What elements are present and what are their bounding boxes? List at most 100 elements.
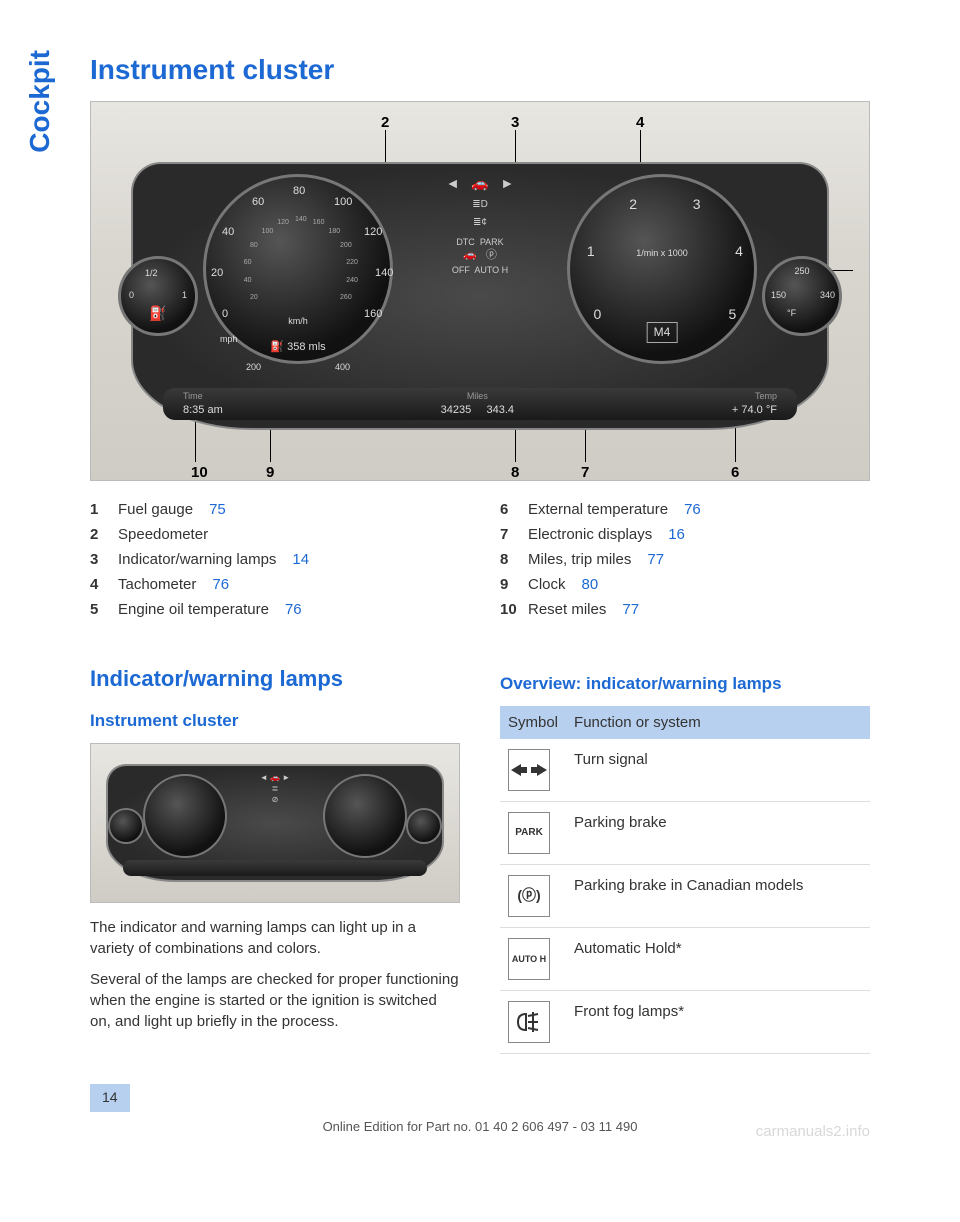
speedo-inner-tick: 100 (262, 227, 274, 237)
legend-item: 10Reset miles77 (500, 599, 870, 620)
range-200: 200 (246, 361, 261, 374)
legend-item: 3Indicator/warning lamps14 (90, 549, 460, 570)
callout-8: 8 (511, 462, 519, 481)
time-label: Time (183, 390, 223, 403)
symbol-icon: (ⓟ) (508, 875, 550, 917)
legend-num: 3 (90, 549, 108, 570)
speedo-tick: 20 (211, 266, 223, 281)
fuel-icon: ⛽ (149, 304, 166, 324)
speedo-tick: 100 (334, 195, 352, 210)
fuel-range-val: 358 (287, 341, 305, 353)
page-ref[interactable]: 76 (285, 599, 302, 620)
page-number: 14 (90, 1084, 130, 1112)
legend-item: 1Fuel gauge75 (90, 499, 460, 520)
tacho-tick: 5 (729, 305, 737, 325)
fuel-0: 0 (129, 289, 134, 302)
function-cell: Parking brake in Canadian models (566, 864, 870, 927)
info-bar: Time 8:35 am Miles 34235 343.4 Temp + 74… (163, 388, 797, 420)
th-function: Function or system (566, 706, 870, 739)
temp-label: Temp (732, 390, 777, 403)
symbol-icon (508, 749, 550, 791)
legend-item: 2Speedometer (90, 524, 460, 545)
time-value: 8:35 am (183, 403, 223, 418)
page-ref[interactable]: 80 (582, 574, 599, 595)
miles-label: Miles (441, 390, 514, 403)
legend-item: 7 Electronic displays 16 (500, 524, 870, 545)
page-ref[interactable]: 76 (684, 499, 701, 520)
tachometer-gauge: 012345 1/min x 1000 M4 (567, 174, 757, 364)
trip-value: 343.4 (487, 404, 515, 416)
oil-temp-gauge: 150 250 340 °F (762, 256, 842, 336)
legend-num: 7 (500, 524, 518, 545)
symbol-icon: PARK (508, 812, 550, 854)
speedo-inner-tick: 40 (244, 276, 252, 286)
badge-dtc: DTC (456, 237, 475, 247)
legend-num: 8 (500, 549, 518, 570)
page-ref[interactable]: 16 (668, 524, 685, 545)
legend-label: Clock (528, 574, 566, 595)
callout-6: 6 (731, 462, 739, 481)
speedo-inner-tick: 220 (346, 258, 358, 268)
fuel-gauge: 0 1/2 1 ⛽ (118, 256, 198, 336)
symbol-cell: AUTO H (500, 927, 566, 990)
tacho-unit: 1/min x 1000 (636, 247, 688, 260)
legend-label: Engine oil temperature (118, 599, 269, 620)
speedo-inner-tick: 60 (244, 258, 252, 268)
section-title: Instrument cluster (90, 50, 870, 89)
symbol-icon (508, 1001, 550, 1043)
callout-4: 4 (636, 112, 644, 133)
speedo-inner-tick: 240 (346, 276, 358, 286)
speedo-unit-outer: mph (220, 333, 238, 346)
symbol-cell: PARK (500, 801, 566, 864)
legend-left: 1Fuel gauge75 2Speedometer 3Indicator/warn… (90, 499, 460, 620)
speedometer-gauge: 0204060801001201401602040608010012014016… (203, 174, 393, 364)
speedo-unit-inner: km/h (288, 315, 308, 328)
speedo-inner-tick: 20 (250, 293, 258, 303)
legend-num: 2 (90, 524, 108, 545)
legend-label: External temperature (528, 499, 668, 520)
tacho-tick: 1 (587, 242, 595, 262)
side-tab: Cockpit (20, 50, 59, 153)
page-ref[interactable]: 77 (622, 599, 639, 620)
table-row: Front fog lamps* (500, 990, 870, 1053)
fuel-range: ⛽ 358 mls (270, 340, 325, 355)
ext-temp-value: + 74.0 (732, 404, 763, 416)
speedo-tick: 80 (293, 184, 305, 199)
badge-autoh: AUTO H (474, 265, 508, 275)
temp-250: 250 (794, 265, 809, 278)
legend-num: 9 (500, 574, 518, 595)
tacho-tick: 3 (693, 195, 701, 215)
legend-label: Electronic displays (528, 524, 652, 545)
tacho-tick: 2 (629, 195, 637, 215)
symbol-cell (500, 990, 566, 1053)
tacho-tick: 0 (593, 305, 601, 325)
page-ref[interactable]: 14 (292, 549, 309, 570)
legend-item: 4Tachometer76 (90, 574, 460, 595)
callout-7: 7 (581, 462, 589, 481)
function-cell: Automatic Hold* (566, 927, 870, 990)
legend-item: 6External temperature76 (500, 499, 870, 520)
overview-title: Overview: indicator/warning lamps (500, 672, 870, 696)
footer: 14 Online Edition for Part no. 01 40 2 6… (90, 1084, 870, 1136)
cluster-figure: 23415109876 0204060801001201401602040608… (90, 101, 870, 481)
function-cell: Parking brake (566, 801, 870, 864)
table-row: (ⓟ) Parking brake in Canadian models (500, 864, 870, 927)
symbol-cell (500, 739, 566, 802)
para2: Several of the lamps are checked for pro… (90, 969, 460, 1032)
ext-temp-unit: °F (766, 404, 777, 416)
legend-item: 5Engine oil temperature76 (90, 599, 460, 620)
page-ref[interactable]: 76 (212, 574, 229, 595)
online-edition: Online Edition for Part no. 01 40 2 606 … (90, 1118, 870, 1136)
page-ref[interactable]: 77 (647, 549, 664, 570)
speedo-tick: 140 (375, 266, 393, 281)
legend-item: 9 Clock 80 (500, 574, 870, 595)
page-ref[interactable]: 75 (209, 499, 226, 520)
callout-9: 9 (266, 462, 274, 481)
speedo-inner-tick: 200 (340, 241, 352, 251)
speedo-inner-tick: 120 (277, 218, 289, 228)
callout-3: 3 (511, 112, 519, 133)
temp-150: 150 (771, 289, 786, 302)
legend-label: Reset miles (528, 599, 606, 620)
section2-sub: Instrument cluster (90, 709, 460, 733)
miles-value: 34235 (441, 404, 472, 416)
